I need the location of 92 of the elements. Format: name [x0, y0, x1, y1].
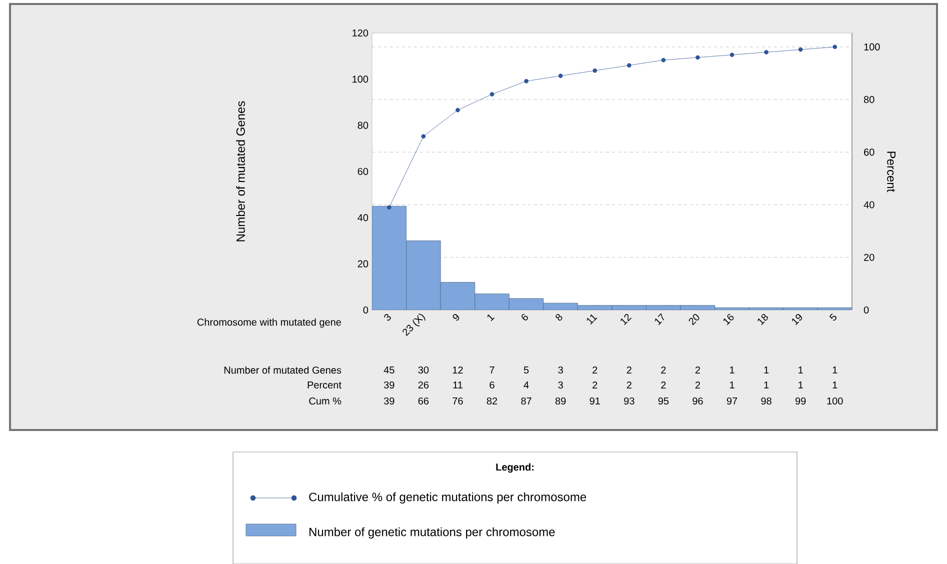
point: [421, 134, 426, 138]
legend-label: Cumulative % of genetic mutations per chromosome: [309, 492, 586, 504]
data-label: 1: [730, 366, 734, 374]
text: 6: [490, 381, 494, 388]
x-tick-label: 17: [654, 313, 664, 325]
x-tick-label: 3: [384, 314, 391, 321]
text: 39: [384, 381, 394, 388]
data-label: 95: [658, 397, 669, 404]
text: Percent: [308, 381, 342, 388]
data-label: 5: [524, 366, 529, 374]
data-label: 99: [795, 397, 806, 404]
point: [490, 92, 494, 96]
point: [661, 58, 666, 62]
y2-tick-label: 0: [864, 306, 869, 314]
point: [798, 47, 803, 52]
legend-title: Legend:: [496, 463, 534, 473]
y-tick-label: 20: [358, 260, 368, 268]
x-tick-label: 5: [829, 313, 836, 321]
y2-tick-label: 60: [864, 148, 874, 156]
data-label: 93: [624, 397, 634, 404]
x-tick-label: 1: [487, 314, 494, 322]
data-label: 1: [798, 366, 803, 374]
data-label: 96: [692, 397, 703, 404]
y2-tick-label: 100: [864, 43, 880, 50]
x-tick-label: 16: [724, 314, 734, 325]
data-label: 82: [486, 397, 498, 404]
data-label: 12: [452, 366, 463, 374]
y2-axis-title: Percent: [887, 152, 896, 192]
data-label: 2: [695, 366, 700, 374]
point: [730, 52, 734, 57]
text: 3: [558, 381, 563, 388]
y2-tick-label: 40: [864, 201, 874, 208]
y-tick-label: 60: [358, 168, 368, 175]
y2-tick-label: 20: [864, 254, 874, 261]
data-label: 91: [590, 397, 600, 404]
point: [558, 74, 563, 78]
point: [524, 78, 528, 84]
data-label: 100: [827, 397, 843, 404]
data-label: 97: [726, 397, 738, 404]
x-tick-label: 8: [556, 314, 562, 321]
y-tick-label: 80: [358, 122, 368, 129]
data-label: 45: [384, 366, 394, 374]
y-tick-label: 40: [358, 214, 368, 222]
x-tick-label: 18: [758, 314, 768, 325]
y2-tick-label: 80: [864, 96, 874, 103]
data-label: 3: [558, 366, 563, 374]
x-tick-label: 11: [586, 314, 598, 324]
data-label: 30: [418, 366, 429, 374]
text: Number of mutated Genes: [236, 101, 245, 242]
data-label: 39: [384, 397, 394, 404]
point: [832, 44, 838, 50]
x-tick-label: 12: [620, 314, 632, 326]
y-tick-label: 0: [363, 306, 368, 314]
data-label: 2: [592, 366, 598, 374]
point: [456, 108, 460, 112]
x-axis-title: Chromosome with mutated gene: [197, 318, 341, 328]
data-label: 66: [418, 397, 429, 404]
text: 2: [661, 381, 666, 388]
data-label: 98: [761, 397, 772, 404]
point: [386, 205, 392, 210]
text: 2: [592, 381, 598, 388]
y-tick-label: 100: [352, 76, 368, 83]
x-tick-label: 6: [522, 314, 528, 320]
point: [592, 68, 598, 73]
data-label: 1: [832, 366, 838, 374]
data-label: 2: [661, 366, 666, 374]
text: 2: [626, 381, 632, 388]
data-label: 2: [626, 366, 632, 374]
x-tick-label: 23 (X): [402, 314, 426, 336]
data-label: 76: [452, 397, 463, 404]
data-label: 1: [764, 366, 769, 374]
y-axis-title: Number of mutated Genes: [224, 366, 342, 374]
text: 1: [730, 381, 734, 388]
point: [764, 50, 768, 54]
x-tick-label: 20: [688, 314, 700, 326]
x-tick-label: 9: [452, 314, 460, 321]
point: [696, 55, 700, 60]
text: 1: [832, 381, 838, 388]
text: 1: [764, 381, 769, 388]
data-label: 87: [521, 397, 532, 404]
point: [626, 63, 632, 68]
text: 26: [418, 381, 429, 388]
x-tick-label: 19: [792, 314, 802, 325]
data-label: 89: [555, 397, 566, 404]
text: Cum %: [309, 397, 342, 404]
text: 1: [798, 381, 803, 388]
legend-label: Number of genetic mutations per chromosome: [310, 527, 555, 538]
data-label: 7: [490, 366, 494, 374]
text: 4: [524, 381, 529, 388]
text: 2: [695, 381, 700, 388]
y-tick-label: 120: [352, 29, 368, 36]
text: 11: [453, 381, 462, 388]
